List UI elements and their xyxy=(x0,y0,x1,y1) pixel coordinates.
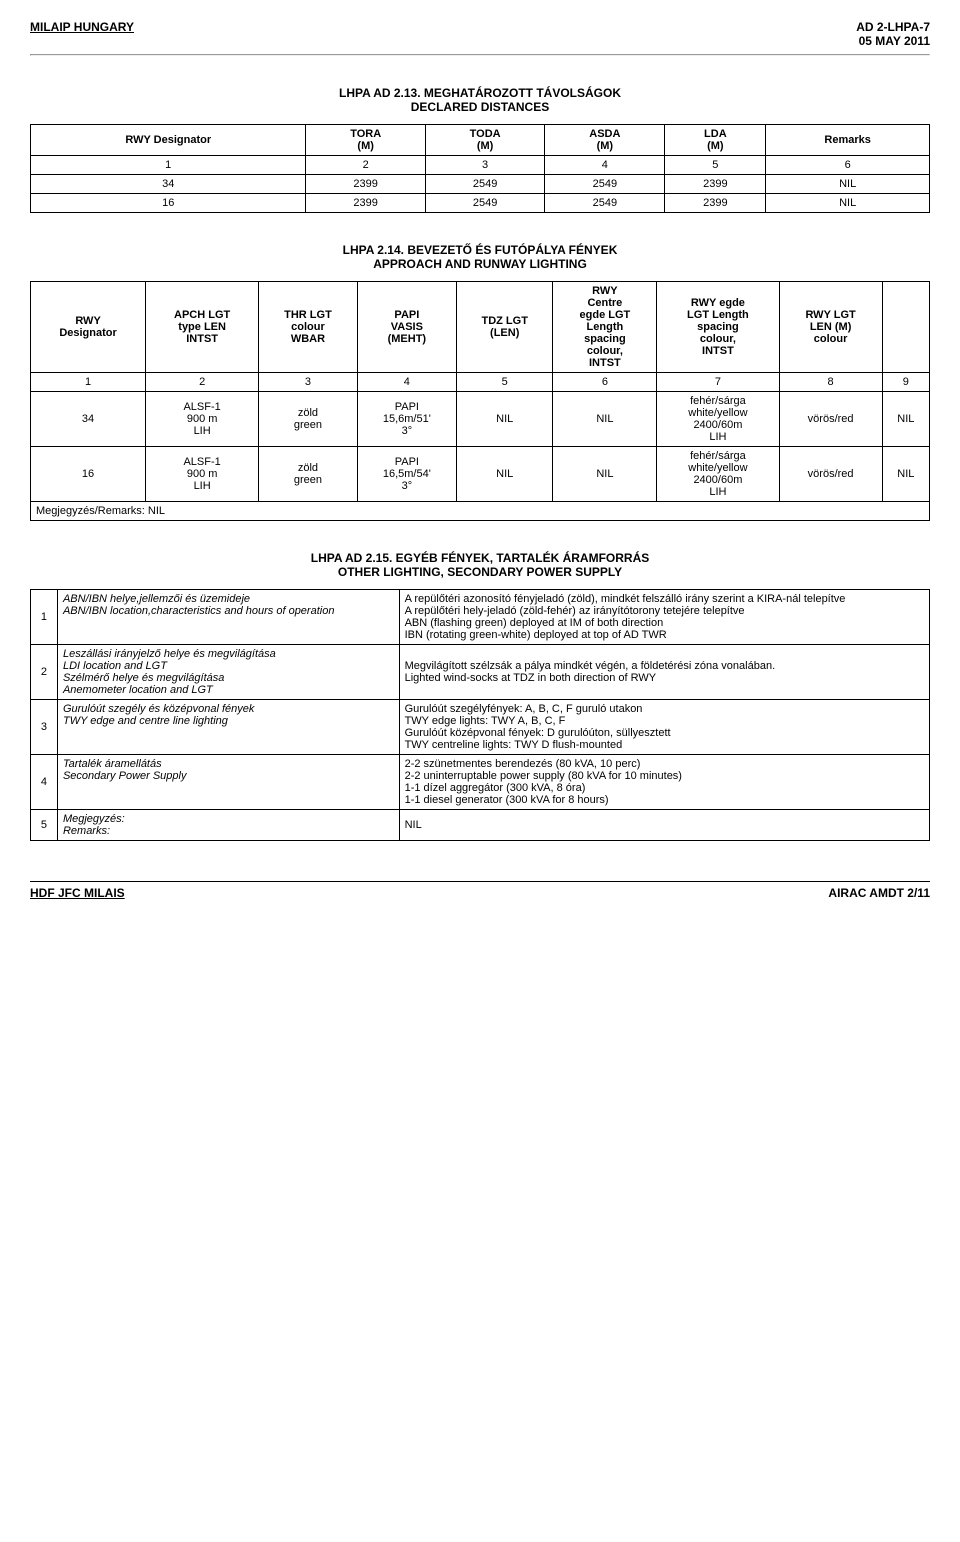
table-row: 5 Megjegyzés: Remarks: NIL xyxy=(31,810,930,841)
col-asda: ASDA (M) xyxy=(545,125,665,156)
header-date: 05 MAY 2011 xyxy=(856,34,930,48)
table-214: RWY Designator APCH LGT type LEN INTST T… xyxy=(30,281,930,521)
col-remarks: Remarks xyxy=(766,125,930,156)
header-doc-id: AD 2-LHPA-7 xyxy=(856,20,930,34)
table-row: 4 Tartalék áramellátás Secondary Power S… xyxy=(31,755,930,810)
header-rule xyxy=(30,54,930,56)
table-row: 16 2399 2549 2549 2399 NIL xyxy=(31,194,930,213)
table-215: 1 ABN/IBN helye,jellemzői és üzemideje A… xyxy=(30,589,930,841)
section-213-title: LHPA AD 2.13. MEGHATÁROZOTT TÁVOLSÁGOK D… xyxy=(30,86,930,114)
col-rwy: RWY Designator xyxy=(31,125,306,156)
table-row: 34 2399 2549 2549 2399 NIL xyxy=(31,175,930,194)
table-214-numrow: 1 2 3 4 5 6 7 8 9 xyxy=(31,373,930,392)
table-213: RWY Designator TORA (M) TODA (M) ASDA (M… xyxy=(30,124,930,213)
table-row: 34 ALSF-1 900 m LIH zöld green PAPI 15,6… xyxy=(31,392,930,447)
page-footer: HDF JFC MILAIS AIRAC AMDT 2/11 xyxy=(30,881,930,900)
footer-left: HDF JFC MILAIS xyxy=(30,886,125,900)
table-213-head: RWY Designator TORA (M) TODA (M) ASDA (M… xyxy=(31,125,930,156)
table-row: 2 Leszállási irányjelző helye és megvilá… xyxy=(31,645,930,700)
footer-right: AIRAC AMDT 2/11 xyxy=(828,886,930,900)
col-lda: LDA (M) xyxy=(665,125,766,156)
table-214-head: RWY Designator APCH LGT type LEN INTST T… xyxy=(31,282,930,373)
table-row: 16 ALSF-1 900 m LIH zöld green PAPI 16,5… xyxy=(31,447,930,502)
table-213-numrow: 1 2 3 4 5 6 xyxy=(31,156,930,175)
table-214-note: Megjegyzés/Remarks: NIL xyxy=(31,502,930,521)
col-tora: TORA (M) xyxy=(306,125,425,156)
header-right: AD 2-LHPA-7 05 MAY 2011 xyxy=(856,20,930,48)
section-215-title: LHPA AD 2.15. EGYÉB FÉNYEK, TARTALÉK ÁRA… xyxy=(30,551,930,579)
header-left: MILAIP HUNGARY xyxy=(30,20,134,48)
table-row: 3 Gurulóút szegély és középvonal fények … xyxy=(31,700,930,755)
table-row: 1 ABN/IBN helye,jellemzői és üzemideje A… xyxy=(31,590,930,645)
col-toda: TODA (M) xyxy=(425,125,544,156)
section-214-title: LHPA 2.14. BEVEZETŐ ÉS FUTÓPÁLYA FÉNYEK … xyxy=(30,243,930,271)
page-header: MILAIP HUNGARY AD 2-LHPA-7 05 MAY 2011 xyxy=(30,20,930,48)
